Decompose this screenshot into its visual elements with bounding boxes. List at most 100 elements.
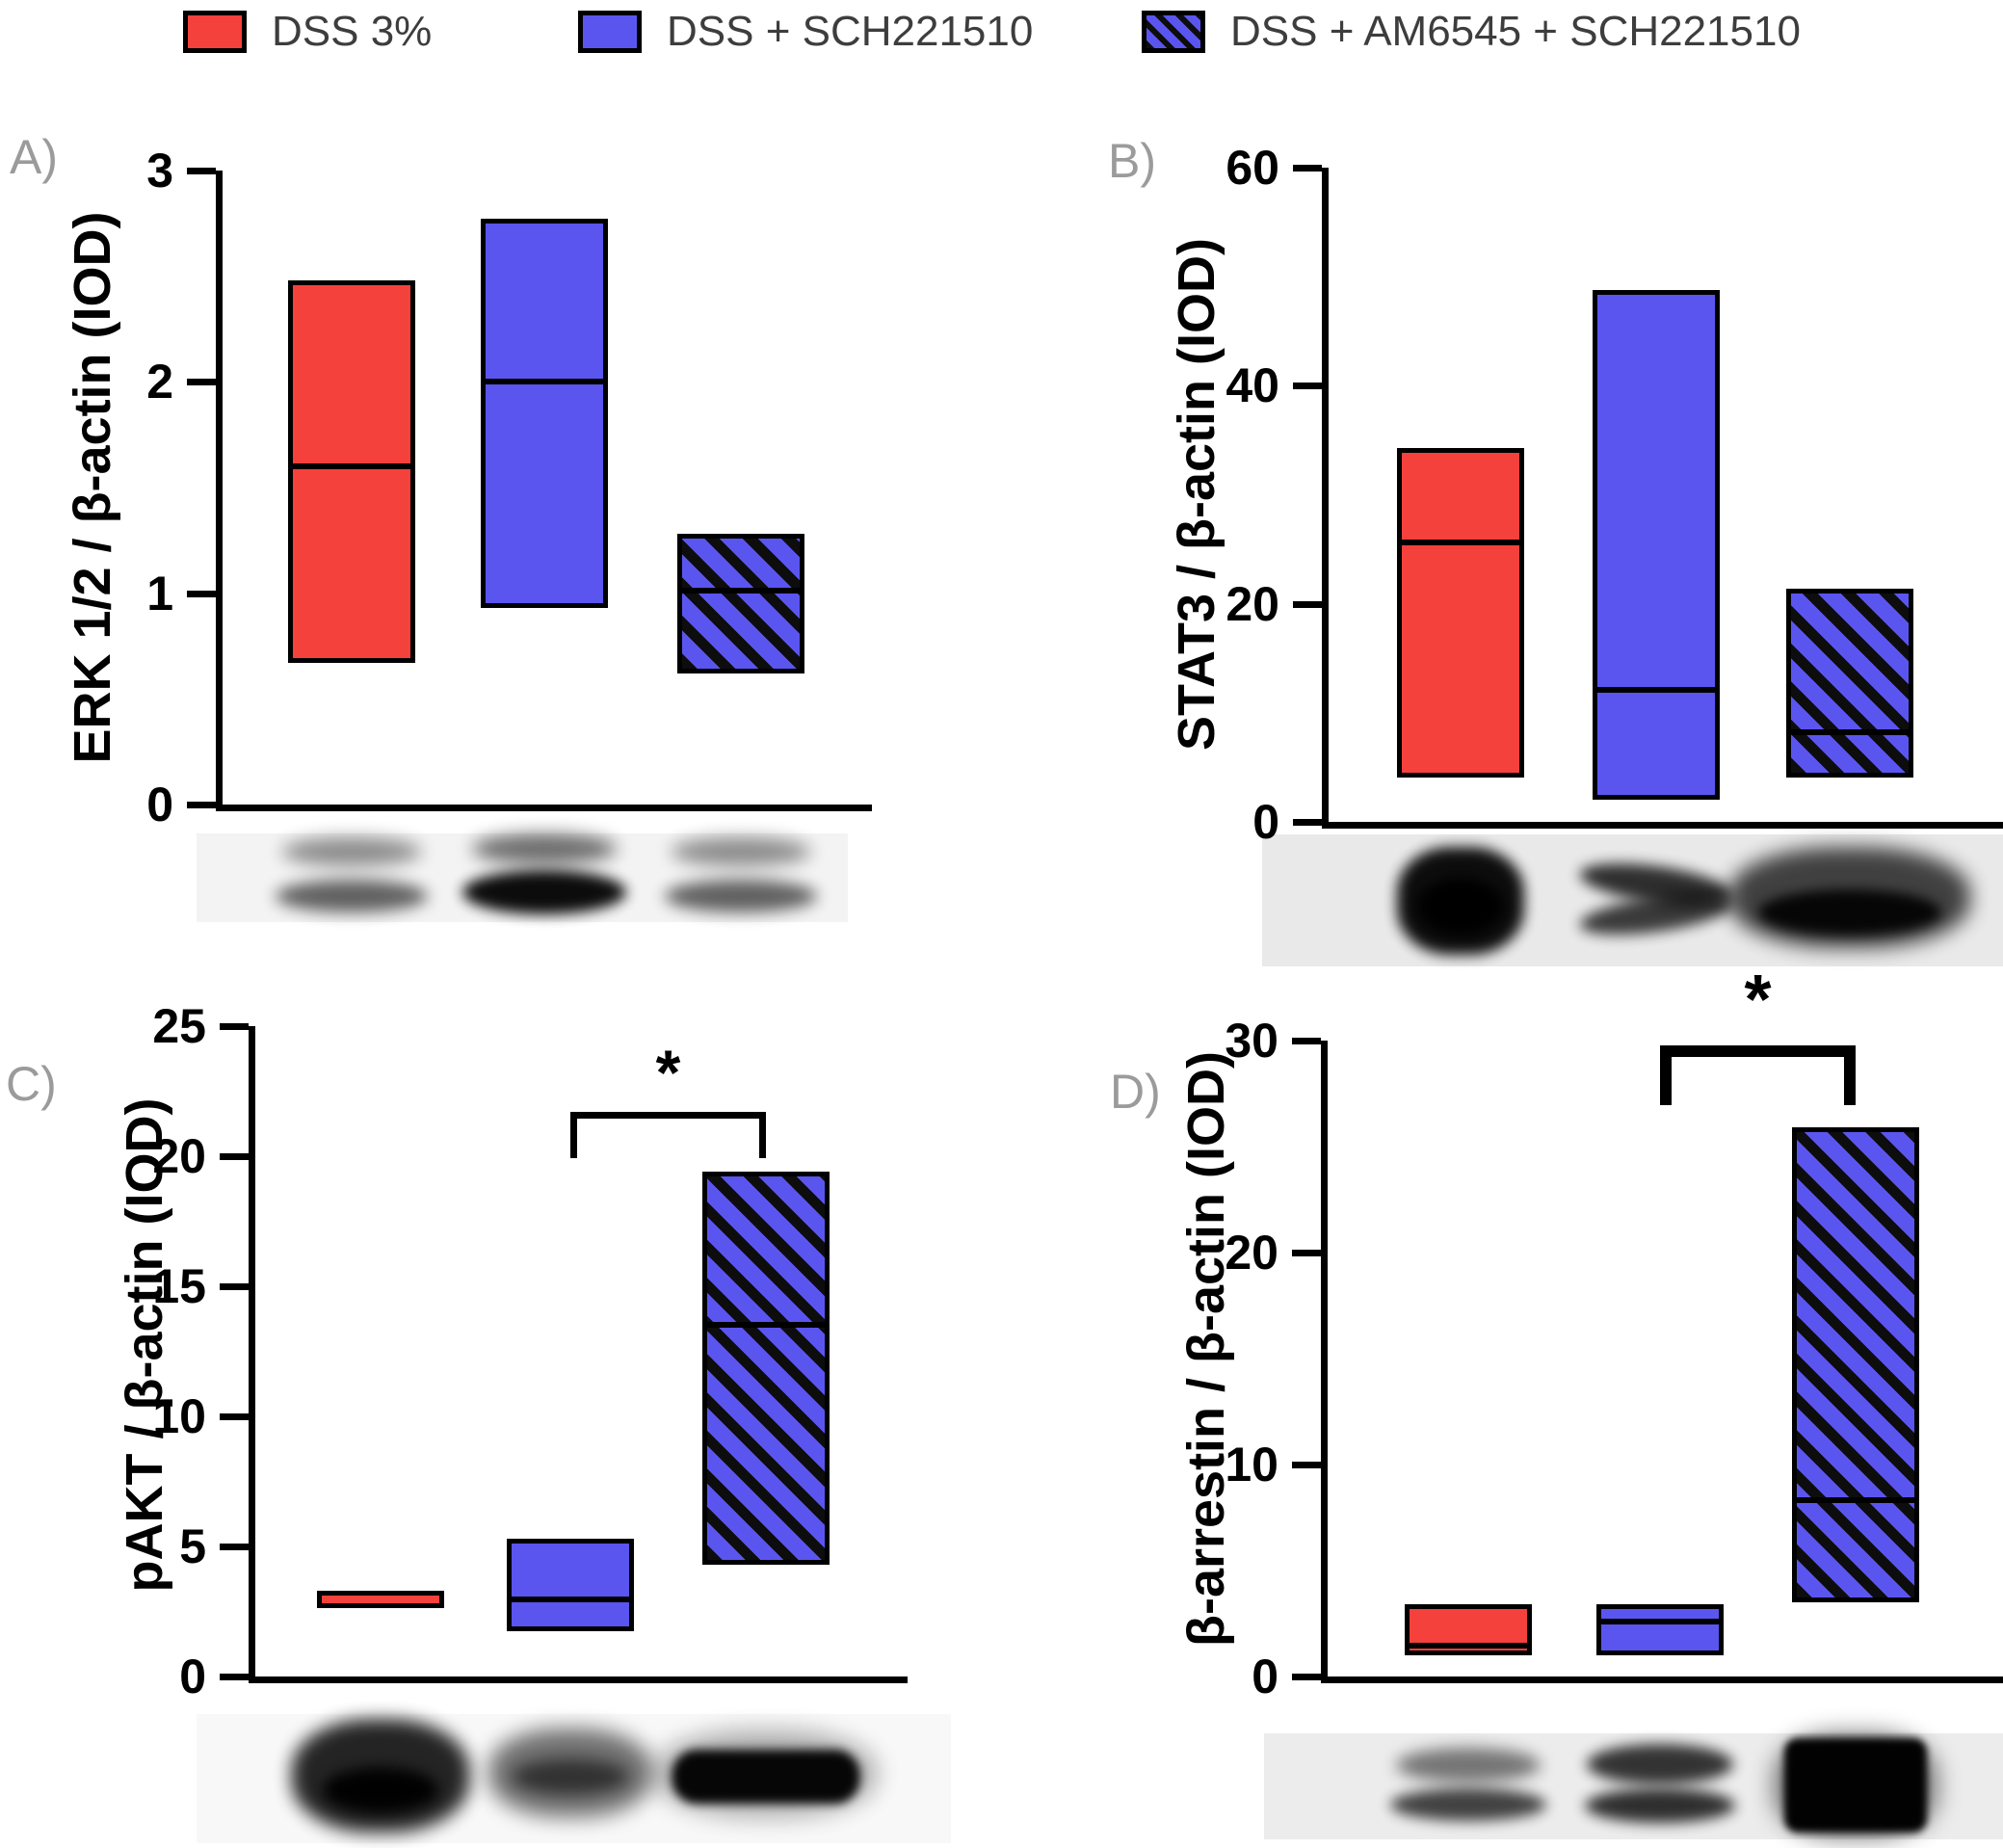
- bar-red: [1397, 447, 1524, 778]
- y-tick-label: 10: [152, 1389, 206, 1443]
- plot-area-b: [1329, 168, 2003, 822]
- y-tick: [1292, 1462, 1321, 1468]
- y-tick: [220, 1023, 249, 1030]
- blot-band: [1386, 1738, 1550, 1835]
- y-tick: [1293, 600, 1322, 608]
- legend-label: DSS + AM6545 + SCH221510: [1230, 8, 1801, 55]
- legend-swatch-red-icon: [183, 11, 247, 53]
- western-blot-strip-a: [197, 833, 848, 922]
- legend-swatch-blue-icon: [578, 11, 642, 53]
- y-tick: [220, 1413, 249, 1420]
- median-line: [1791, 729, 1909, 736]
- y-tick: [220, 1283, 249, 1290]
- median-line: [1797, 1497, 1914, 1504]
- y-axis-title-erk: ERK 1/2 / β-actin (IOD): [64, 211, 121, 764]
- panel-label-b: B): [1108, 134, 1156, 188]
- y-tick-label: 60: [1226, 141, 1279, 195]
- blot-band: [1768, 853, 1932, 949]
- y-tick-label: 20: [152, 1129, 206, 1183]
- y-tick-label: 40: [1226, 358, 1279, 413]
- sig-bracket-line: [1660, 1045, 1856, 1057]
- y-tick-label: 0: [1252, 795, 1279, 849]
- bar-hatch: [1786, 588, 1913, 778]
- y-tick-label: 20: [1226, 576, 1279, 631]
- western-blot-strip-d: [1264, 1733, 2003, 1839]
- y-tick: [220, 1153, 249, 1160]
- bar-blue: [481, 219, 608, 608]
- y-axis-line: [216, 171, 223, 811]
- panel-label-d: D): [1110, 1065, 1161, 1119]
- western-blot-strip-b: [1262, 834, 2003, 966]
- legend-swatch-hatched-icon: [1142, 11, 1205, 53]
- plot-area-d: [1328, 1041, 2003, 1676]
- blot-band: [1574, 853, 1738, 949]
- panel-label-c: C): [6, 1057, 57, 1111]
- y-tick-label: 20: [1225, 1226, 1278, 1280]
- y-tick-label: 10: [1225, 1438, 1278, 1492]
- x-axis-line: [1322, 822, 2003, 829]
- sig-bracket-right-arm: [759, 1112, 766, 1158]
- y-tick-label: 0: [179, 1650, 206, 1703]
- blot-band: [1578, 1738, 1742, 1835]
- blot-band: [462, 830, 626, 926]
- blot-band: [488, 1730, 652, 1827]
- median-line: [707, 1322, 825, 1329]
- y-tick: [1292, 1038, 1321, 1044]
- y-tick-label: 0: [146, 778, 173, 832]
- legend-item-dss3: DSS 3%: [183, 8, 432, 56]
- bar-red: [317, 1590, 444, 1608]
- bar-red: [1405, 1604, 1532, 1655]
- western-blot-strip-c: [197, 1714, 951, 1843]
- blot-band: [1379, 853, 1542, 949]
- y-tick: [1292, 1250, 1321, 1256]
- plot-area-c: [255, 1026, 908, 1676]
- bar-hatch: [702, 1172, 830, 1565]
- panel-label-a: A): [10, 130, 58, 184]
- bar-blue: [1596, 1604, 1724, 1655]
- y-tick: [187, 379, 216, 386]
- y-tick: [187, 802, 216, 808]
- sig-bracket-right-arm: [1844, 1045, 1856, 1105]
- blot-band: [684, 1730, 848, 1827]
- y-tick: [1292, 1674, 1321, 1680]
- median-line: [682, 588, 800, 594]
- y-tick: [1293, 165, 1322, 172]
- y-tick: [1293, 383, 1322, 390]
- y-tick-label: 2: [146, 355, 173, 409]
- bar-hatch: [1792, 1127, 1919, 1602]
- legend-item-dss-am-sch: DSS + AM6545 + SCH221510: [1142, 8, 1801, 56]
- median-line: [1402, 540, 1519, 546]
- y-tick: [187, 590, 216, 597]
- y-tick: [220, 1674, 249, 1680]
- sig-star: *: [1744, 962, 1772, 1039]
- y-tick-label: 30: [1225, 1014, 1278, 1068]
- y-axis-line: [1321, 1041, 1328, 1683]
- y-axis-title-stat3: STAT3 / β-actin (IOD): [1168, 238, 1226, 751]
- median-line: [1410, 1643, 1527, 1650]
- blot-band: [270, 830, 434, 926]
- median-line: [486, 379, 603, 385]
- y-axis-line: [1322, 168, 1329, 829]
- y-axis-title-arrestin: β-arrestin / β-actin (IOD): [1177, 1051, 1235, 1647]
- y-tick: [187, 168, 216, 174]
- sig-bracket-left-arm: [570, 1112, 577, 1158]
- y-tick-label: 5: [179, 1519, 206, 1573]
- x-axis-line: [249, 1676, 908, 1683]
- sig-bracket-line: [570, 1112, 766, 1119]
- y-tick-label: 15: [152, 1259, 206, 1313]
- bar-blue: [1593, 289, 1720, 801]
- bar-red: [288, 280, 415, 664]
- legend-label: DSS 3%: [272, 8, 433, 55]
- y-tick: [220, 1544, 249, 1550]
- median-line: [1601, 1618, 1719, 1624]
- bar-blue: [507, 1538, 634, 1631]
- sig-bracket-left-arm: [1660, 1045, 1672, 1105]
- median-line: [512, 1597, 629, 1603]
- blot-band: [299, 1730, 462, 1827]
- y-tick: [1293, 819, 1322, 826]
- blot-band: [659, 830, 823, 926]
- x-axis-line: [216, 805, 872, 811]
- blot-band: [1774, 1738, 1937, 1835]
- x-axis-line: [1321, 1676, 2003, 1683]
- legend-item-dss-sch: DSS + SCH221510: [578, 8, 1033, 56]
